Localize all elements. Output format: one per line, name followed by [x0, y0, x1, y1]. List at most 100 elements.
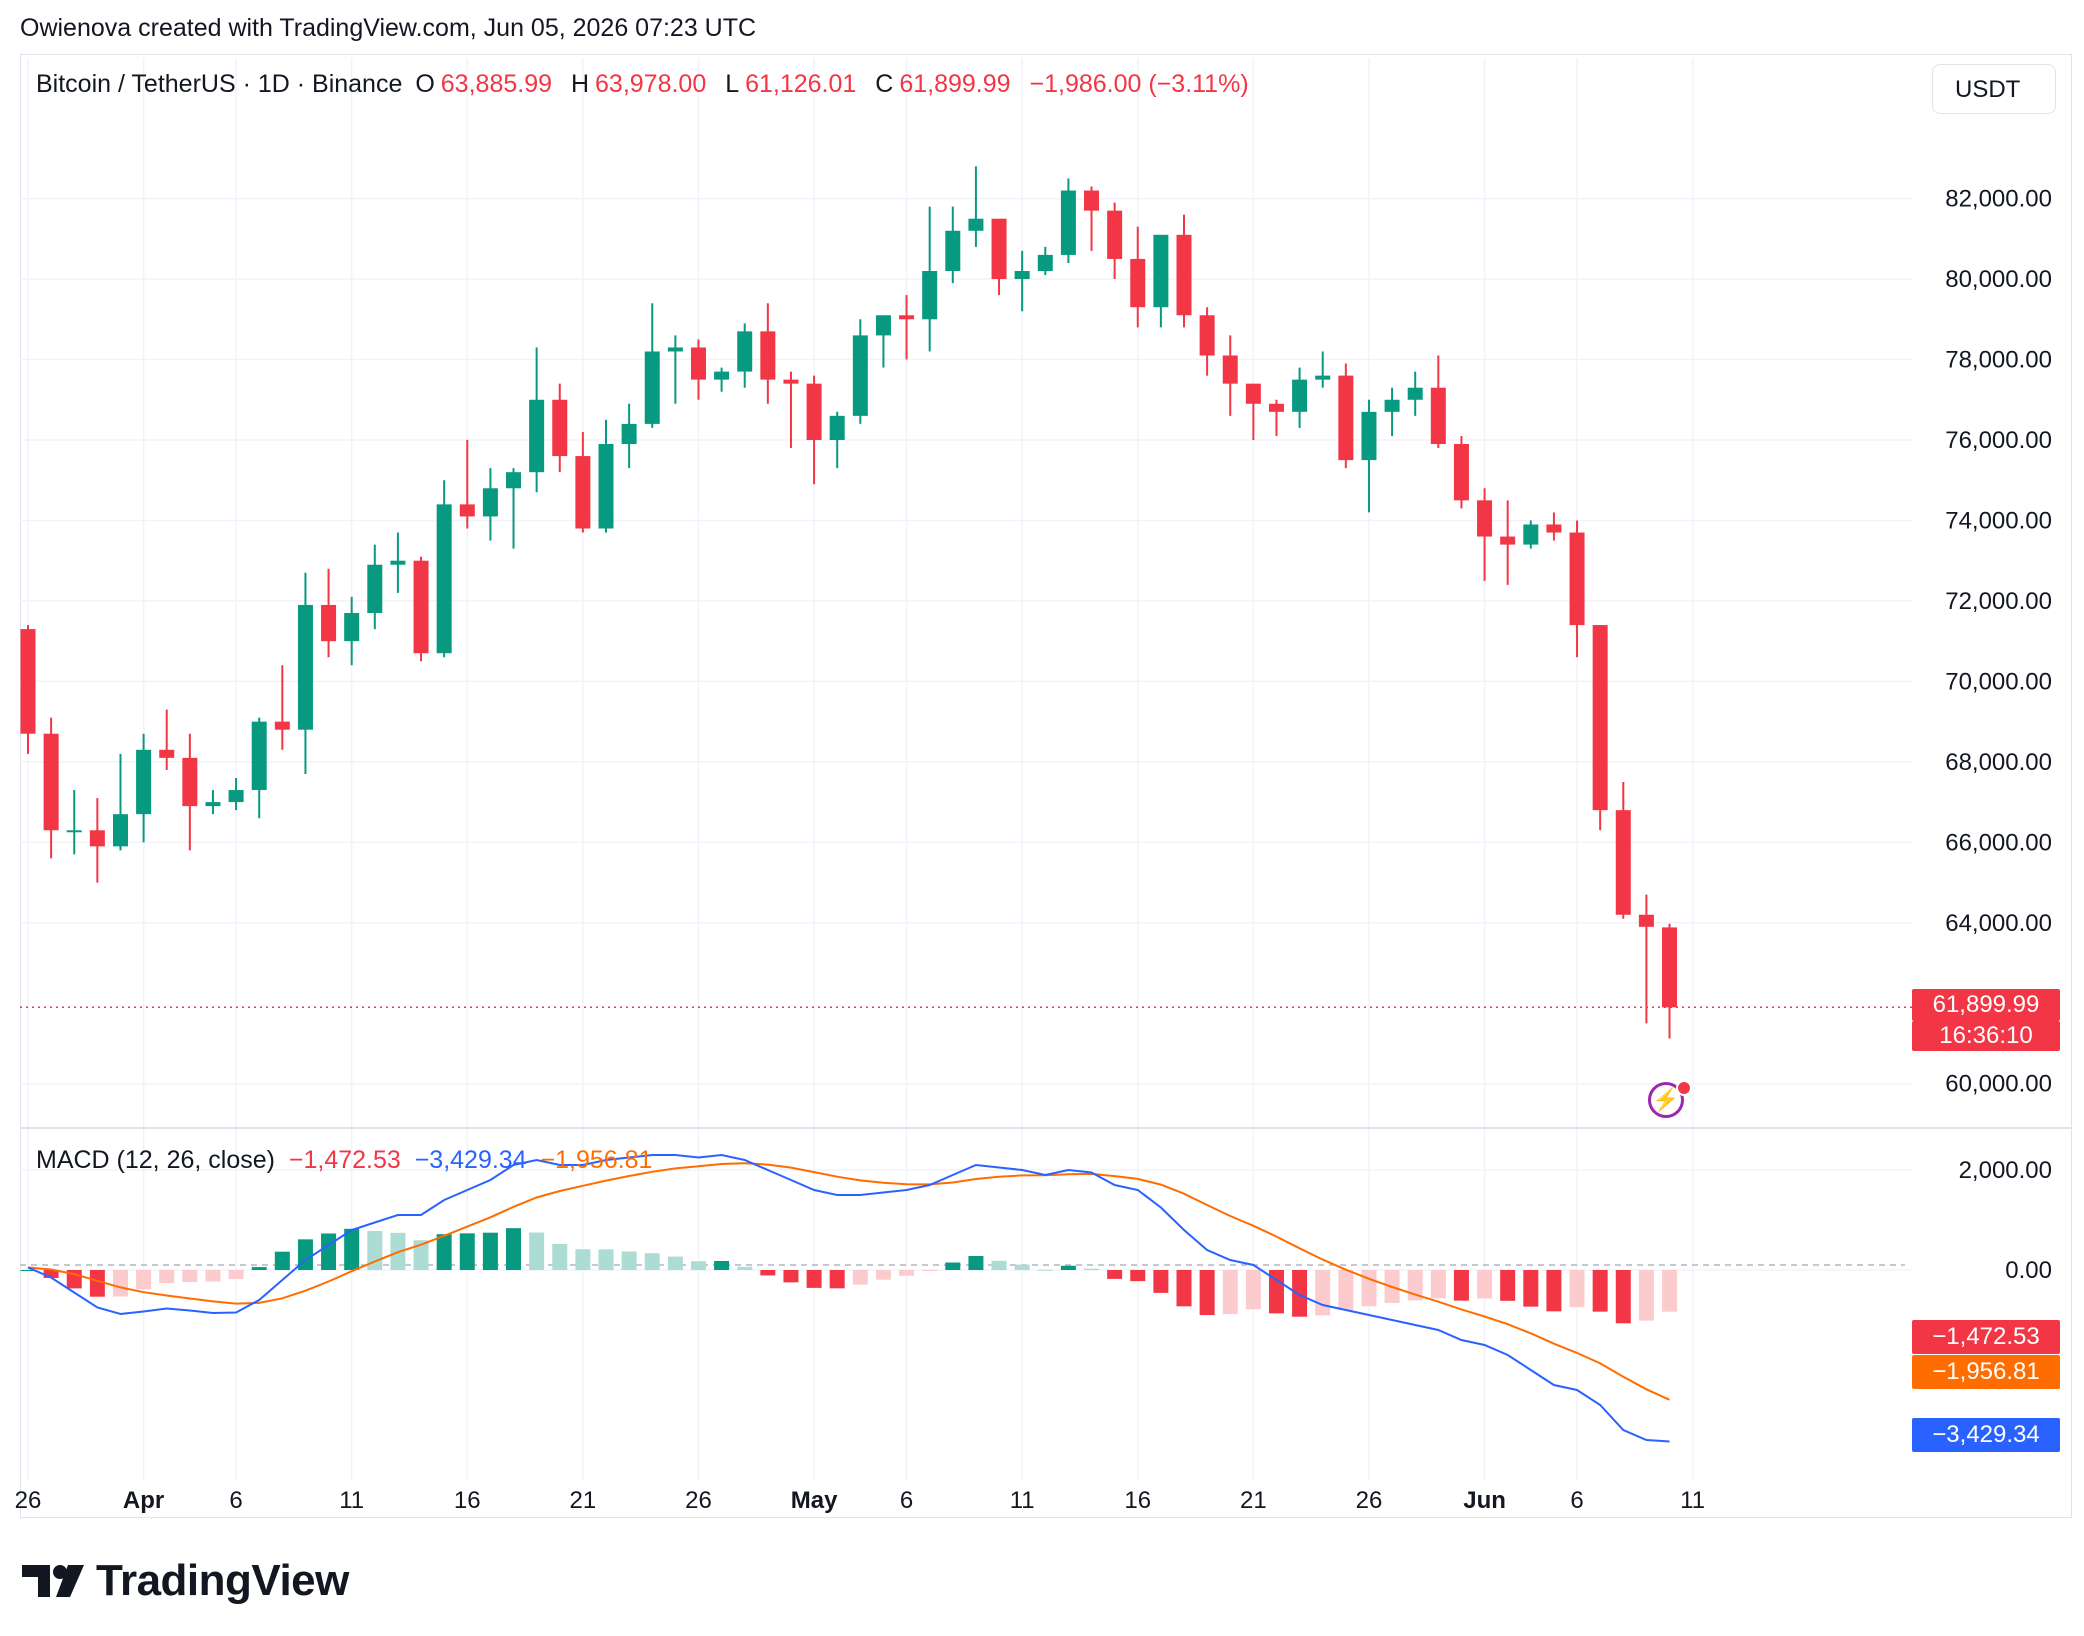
- candle-body: [321, 604, 337, 642]
- candle-body: [1407, 387, 1423, 400]
- low-value: 61,126.01: [745, 70, 857, 98]
- candle-body: [1222, 355, 1238, 384]
- date-tick-label: 26: [685, 1487, 712, 1514]
- macd-hist-bar: [274, 1251, 290, 1270]
- macd-line: [27, 1153, 1670, 1443]
- macd-hist-bar: [1037, 1269, 1053, 1271]
- candle-body: [344, 613, 360, 642]
- candle-body: [945, 230, 961, 272]
- candle-body: [482, 488, 498, 517]
- candle-body: [1453, 444, 1469, 501]
- candle-body: [552, 399, 568, 457]
- price-axis: 82,000.00 80,000.00 78,000.00 76,000.00 74,0…: [1945, 186, 2052, 1284]
- candle-body: [1338, 375, 1354, 461]
- macd-hist-bar: [436, 1234, 452, 1270]
- candle-body: [1523, 524, 1539, 545]
- macd-hist-tag: −1,472.53: [1912, 1320, 2060, 1354]
- macd-hist-bar: [506, 1228, 522, 1270]
- candle-body: [274, 721, 290, 730]
- price-tick-label: 78,000.00: [1945, 347, 2052, 374]
- macd-hist-bar: [1199, 1270, 1215, 1316]
- price-tick-label: 76,000.00: [1945, 427, 2052, 454]
- date-tick-label: 11: [339, 1487, 364, 1514]
- macd-lines: [27, 1153, 1670, 1443]
- candle-body: [899, 315, 915, 320]
- open-label: O: [415, 70, 435, 98]
- date-tick-label: May: [791, 1487, 838, 1514]
- currency-button[interactable]: USDT: [1932, 64, 2056, 114]
- macd-hist-bar: [1615, 1270, 1631, 1324]
- candle-body: [1199, 315, 1215, 356]
- date-tick-label: 26: [15, 1487, 42, 1514]
- candle-body: [112, 814, 128, 847]
- macd-legend: MACD (12, 26, close) −1,472.53 −3,429.34…: [36, 1146, 652, 1175]
- candles: [20, 166, 1678, 1039]
- macd-title: MACD (12, 26, close): [36, 1146, 275, 1174]
- tradingview-logo[interactable]: TradingView: [22, 1556, 349, 1606]
- date-tick-label: Jun: [1463, 1487, 1506, 1514]
- created-note: Owienova created with TradingView.com, J…: [20, 14, 757, 42]
- chart-frame[interactable]: [20, 54, 2072, 1518]
- date-tick-label: 21: [1240, 1487, 1267, 1514]
- date-tick-label: 16: [454, 1487, 481, 1514]
- tradingview-logo-icon: [22, 1565, 84, 1597]
- macd-hist-bar: [690, 1261, 706, 1270]
- macd-hist-bar: [1523, 1270, 1539, 1307]
- candle-body: [760, 331, 776, 380]
- price-tick-label: 64,000.00: [1945, 910, 2052, 937]
- candle-body: [413, 560, 429, 654]
- low-label: L: [725, 70, 740, 98]
- candle-body: [1153, 234, 1169, 308]
- macd-hist-bar: [205, 1270, 221, 1282]
- price-tick-label: 70,000.00: [1945, 668, 2052, 695]
- macd-hist-bar: [1176, 1270, 1192, 1307]
- macd-hist-bar: [1014, 1264, 1030, 1270]
- macd-signal-value: −1,956.81: [540, 1146, 653, 1174]
- high-label: H: [570, 70, 590, 98]
- macd-hist-bar: [922, 1270, 938, 1271]
- macd-hist-bar: [182, 1270, 198, 1283]
- date-axis: 26 Apr 6 11 16 21 26 May 6 11 16 21 26 Jun 6 11: [15, 1487, 1705, 1514]
- candle-body: [875, 315, 891, 336]
- candle-body: [529, 399, 545, 473]
- macd-hist-bar: [783, 1270, 799, 1283]
- macd-hist-bar: [714, 1260, 730, 1270]
- lightning-icon[interactable]: ⚡: [1648, 1082, 1684, 1118]
- candle-body: [922, 271, 938, 320]
- candle-body: [182, 757, 198, 807]
- macd-hist-bar: [760, 1270, 776, 1276]
- candle-body: [575, 456, 591, 529]
- date-tick-label: 26: [1356, 1487, 1383, 1514]
- candle-body: [1107, 210, 1123, 259]
- price-tick-label: 60,000.00: [1945, 1071, 2052, 1098]
- date-tick-label: Apr: [123, 1487, 164, 1514]
- candle-body: [1546, 524, 1562, 533]
- candle-body: [1245, 383, 1261, 404]
- candle-body: [644, 351, 660, 424]
- candle-body: [205, 802, 221, 807]
- macd-hist-bar: [899, 1270, 915, 1276]
- candle-body: [367, 564, 383, 613]
- macd-hist-bar: [1315, 1270, 1331, 1316]
- logo-text: TradingView: [96, 1556, 349, 1605]
- macd-hist-bar: [1268, 1270, 1284, 1314]
- macd-hist-bar: [344, 1228, 360, 1270]
- candle-body: [1268, 403, 1284, 412]
- price-tick-label: 74,000.00: [1945, 507, 2052, 534]
- macd-hist-bar: [159, 1270, 175, 1284]
- macd-hist-bar: [413, 1240, 429, 1270]
- candle-body: [159, 749, 175, 758]
- macd-hist-bar: [1245, 1270, 1261, 1310]
- candle-body: [1569, 532, 1585, 626]
- date-tick-label: 16: [1124, 1487, 1151, 1514]
- candle-body: [1176, 234, 1192, 316]
- candle-body: [43, 733, 59, 831]
- candle-body: [783, 379, 799, 384]
- price-tick-label: 68,000.00: [1945, 749, 2052, 776]
- candle-body: [1384, 399, 1400, 412]
- symbol-title: Bitcoin / TetherUS · 1D · Binance: [36, 70, 403, 98]
- candle-body: [1662, 927, 1678, 1008]
- candle-body: [806, 383, 822, 440]
- date-tick-label: 11: [1680, 1487, 1705, 1514]
